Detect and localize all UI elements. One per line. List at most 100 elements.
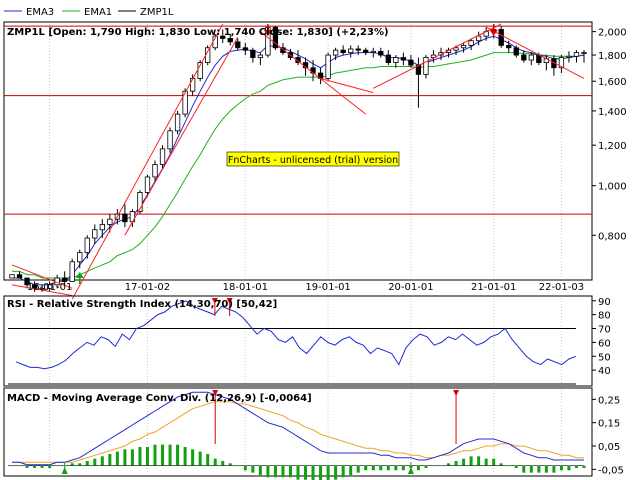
candle — [370, 47, 376, 58]
macd-histogram-bar — [168, 444, 172, 466]
macd-histogram-bar — [439, 465, 443, 467]
macd-histogram-bar — [431, 465, 435, 467]
candle-body — [393, 57, 399, 63]
macd-histogram-bar — [123, 449, 127, 466]
macd-y-tick-labels: 0,25 0,15 0,05 -0,05 — [592, 395, 624, 476]
rsi-panel: 90 80 70 60 50 40 RSI - Relative Strength Ind… — [3, 295, 611, 387]
macd-panel-title: MACD - Moving Average Conv. Div. (12,26,… — [7, 393, 312, 404]
candle — [385, 50, 391, 66]
trend-line — [71, 23, 224, 300]
candle-body — [332, 49, 339, 56]
candle — [498, 26, 504, 48]
macd-histogram-bar — [484, 458, 488, 466]
candle — [77, 249, 83, 269]
price-panel-frame — [3, 21, 593, 281]
candle — [566, 51, 572, 63]
macd-y-tick-label: 0,25 — [598, 395, 620, 406]
candle — [272, 26, 279, 51]
macd-histogram-bar — [514, 465, 518, 468]
rsi-y-tick-label: 80 — [598, 311, 611, 322]
price-gridlines — [592, 31, 596, 236]
candle — [295, 50, 301, 66]
candle-body — [39, 287, 45, 290]
macd-y-tick-label: 0,05 — [598, 442, 620, 453]
macd-histogram — [8, 444, 586, 480]
macd-histogram-bar — [130, 449, 134, 466]
candle-body — [272, 26, 279, 49]
candle-body — [9, 274, 15, 279]
macd-histogram-bar — [10, 465, 14, 467]
candle — [69, 258, 75, 282]
macd-histogram-bar — [296, 465, 300, 480]
candle — [393, 55, 399, 68]
macd-y-tick-label: 0,15 — [598, 419, 620, 430]
candle — [460, 43, 467, 53]
candle-body — [378, 50, 384, 56]
candle — [573, 50, 580, 63]
candle-body — [77, 252, 83, 263]
candle-body — [460, 44, 467, 49]
candle — [521, 50, 527, 63]
trend-line — [124, 37, 239, 236]
ema1-line — [12, 52, 585, 279]
candle-body — [498, 29, 504, 46]
price-y-tick-label: 0,800 — [598, 231, 627, 242]
candle — [9, 274, 15, 279]
macd-y-tick-label: -0,05 — [598, 465, 624, 476]
candle — [468, 38, 474, 51]
rsi-marker-head — [226, 298, 233, 304]
candle-body — [220, 35, 226, 39]
legend: EMA3 EMA1 ZMP1L — [4, 7, 174, 18]
macd-histogram-bar — [100, 456, 104, 466]
sell-arrow — [489, 24, 498, 36]
date-label: 19-01-01 — [305, 282, 350, 293]
rsi-sell-marker — [226, 298, 233, 316]
candle — [363, 47, 369, 56]
macd-series — [12, 391, 584, 466]
candle-body — [280, 47, 286, 54]
candle — [174, 110, 181, 135]
candle-body — [475, 35, 482, 42]
date-label: 18-01-01 — [223, 282, 268, 293]
macd-histogram-bar — [349, 465, 353, 475]
macd-signal-series — [12, 401, 584, 463]
date-label: 22-01-03 — [539, 282, 584, 293]
macd-histogram-bar — [401, 465, 405, 471]
candle-body — [506, 44, 512, 49]
candle-body — [566, 55, 572, 58]
candle — [84, 235, 90, 259]
macd-histogram-bar — [258, 465, 262, 475]
macd-histogram-bar — [48, 465, 52, 468]
macd-histogram-bar — [191, 449, 195, 466]
candle-body — [257, 54, 264, 58]
candle — [340, 45, 346, 56]
candle-body — [174, 113, 181, 132]
candle-body — [370, 50, 376, 54]
date-label: 16-01-01 — [27, 282, 72, 293]
macd-histogram-bar — [138, 447, 142, 466]
trend-line — [260, 31, 367, 115]
macd-histogram-bar — [326, 465, 330, 480]
rsi-y-tick-labels: 90 80 70 60 50 40 — [592, 297, 611, 377]
macd-histogram-bar — [574, 465, 578, 468]
macd-histogram-bar — [85, 461, 89, 466]
candle — [325, 52, 331, 82]
watermark: FnCharts - unlicensed (trial) version — [228, 155, 398, 166]
candle-body — [92, 229, 98, 239]
macd-histogram-bar — [416, 465, 420, 471]
macd-histogram-bar — [145, 447, 149, 466]
macd-marker-head — [453, 390, 460, 396]
macd-histogram-bar — [228, 463, 232, 466]
candle — [551, 55, 557, 76]
rsi-y-tick-label: 70 — [598, 325, 611, 336]
candle — [159, 145, 166, 169]
macd-histogram-bar — [183, 447, 187, 466]
macd-histogram-bar — [78, 463, 82, 466]
legend-zmp1l-label: ZMP1L — [140, 7, 174, 18]
candle-body — [325, 54, 331, 79]
trend-line — [485, 26, 585, 79]
candle-body — [69, 261, 75, 282]
candle-body — [400, 57, 407, 61]
candle-body — [235, 41, 241, 49]
